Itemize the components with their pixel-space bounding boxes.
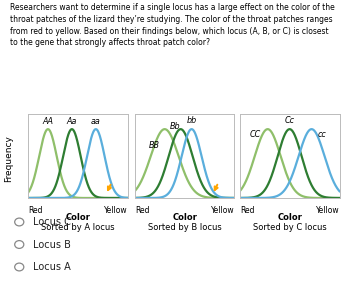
Text: Aa: Aa [67,117,77,126]
Text: Color: Color [277,213,302,222]
Text: Bb: Bb [169,122,180,130]
Text: Sorted by A locus: Sorted by A locus [41,223,115,232]
Text: AA: AA [42,117,54,126]
Text: Frequency: Frequency [4,136,13,182]
Text: Red: Red [28,206,42,215]
Text: Red: Red [135,206,149,215]
Text: CC: CC [250,130,261,139]
Text: Locus B: Locus B [33,239,71,250]
Text: aa: aa [91,117,101,126]
Text: Yellow: Yellow [104,206,128,215]
Text: Yellow: Yellow [316,206,340,215]
Text: Color: Color [65,213,90,222]
Text: bb: bb [187,116,197,125]
Text: cc: cc [317,130,326,139]
Text: Locus A: Locus A [33,262,71,272]
Text: Locus C: Locus C [33,217,71,227]
Text: Sorted by B locus: Sorted by B locus [148,223,222,232]
Text: Sorted by C locus: Sorted by C locus [253,223,327,232]
Text: Yellow: Yellow [211,206,234,215]
Text: Red: Red [240,206,254,215]
Text: BB: BB [149,141,160,150]
Text: Researchers want to determine if a single locus has a large effect on the color : Researchers want to determine if a singl… [10,3,335,47]
Text: Color: Color [172,213,197,222]
Text: Cc: Cc [285,116,295,125]
